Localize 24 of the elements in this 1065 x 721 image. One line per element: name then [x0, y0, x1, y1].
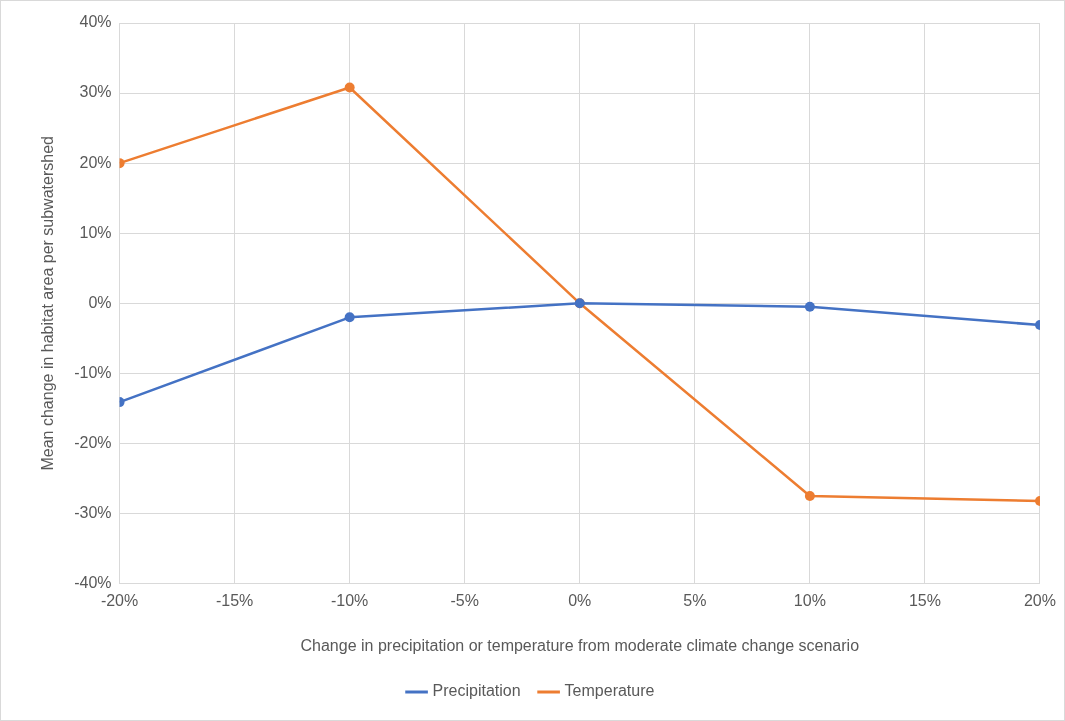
- y-tick-label: 40%: [79, 13, 112, 31]
- x-tick-label: -5%: [450, 591, 479, 609]
- x-tick-label: 10%: [793, 591, 826, 609]
- y-tick-label: -30%: [74, 503, 112, 521]
- y-tick-label: 30%: [79, 83, 112, 101]
- y-axis-title: Mean change in habitat area per subwatershed: [39, 136, 57, 471]
- y-tick-label: 0%: [88, 293, 112, 311]
- y-tick-label: -40%: [74, 574, 112, 592]
- x-tick-label: -20%: [100, 591, 139, 609]
- y-tick-label: 10%: [79, 223, 112, 241]
- y-tick-label: -20%: [74, 433, 112, 451]
- x-axis-title: Change in precipitation or temperature from moderate climate change scenario: [300, 636, 860, 654]
- x-tick-label: 20%: [1023, 591, 1056, 609]
- legend-label: Temperature: [564, 682, 655, 700]
- x-tick-label: 0%: [568, 591, 592, 609]
- x-tick-label: -15%: [215, 591, 254, 609]
- x-tick-label: -10%: [330, 591, 369, 609]
- x-tick-label: 5%: [683, 591, 707, 609]
- y-tick-label: -10%: [74, 363, 112, 381]
- legend-label: Precipitation: [432, 682, 521, 700]
- point: [344, 312, 355, 323]
- y-tick-label: 20%: [79, 153, 112, 171]
- point: [804, 301, 815, 312]
- x-tick-label: 15%: [908, 591, 941, 609]
